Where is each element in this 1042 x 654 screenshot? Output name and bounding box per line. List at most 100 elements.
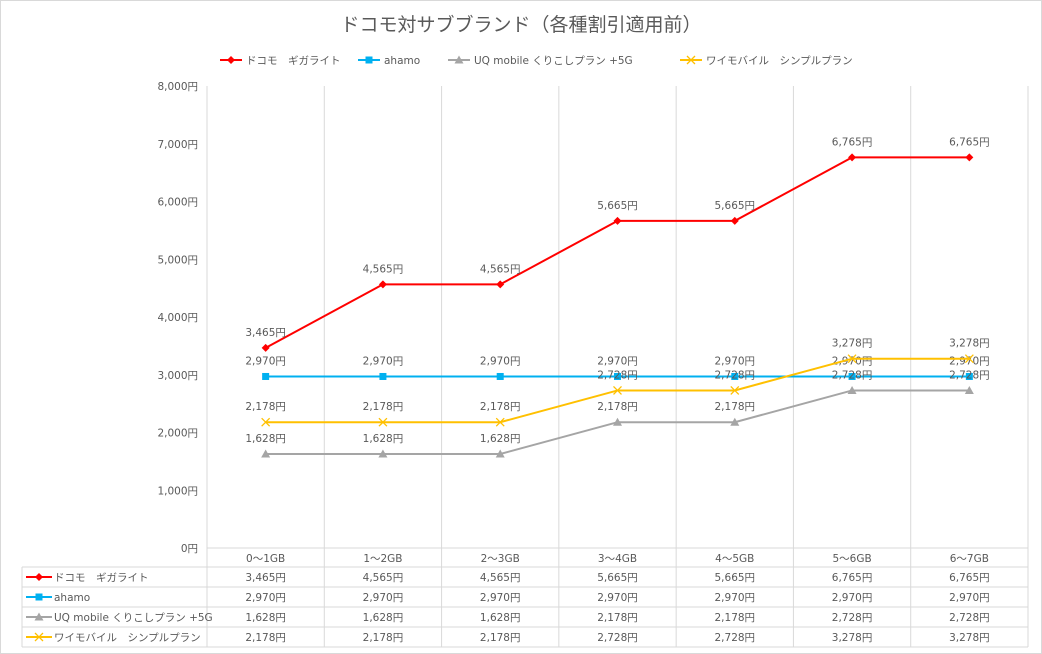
series-line <box>265 156 970 349</box>
square-marker <box>614 372 621 380</box>
x-marker <box>34 632 44 642</box>
y-tick-label: 6,000円 <box>157 197 198 209</box>
triangle-marker <box>964 385 974 394</box>
x-tick-label: 6〜7GB <box>950 553 989 565</box>
square-marker <box>848 372 856 380</box>
diamond-marker <box>965 153 974 162</box>
legend-item-3: ワイモバイル シンプルプラン <box>680 55 853 67</box>
data-label: 2,970円 <box>832 355 873 367</box>
table-row-2: UQ mobile くりこしプラン +5G 1,628円 1,628円 1,628円 2… <box>26 612 990 624</box>
diamond-marker <box>261 343 270 352</box>
data-label: 2,728円 <box>949 369 990 381</box>
table-cell: 3,278円 <box>832 632 873 644</box>
triangle-marker <box>730 417 740 426</box>
x-marker <box>964 354 974 364</box>
series-0: 3,465円 4,565円 4,565円 5,665円 5,665円 6,765円 6,76… <box>245 136 990 352</box>
x-marker <box>730 385 740 395</box>
table-cell: 6,765円 <box>949 572 990 584</box>
square-marker <box>496 372 504 380</box>
x-marker <box>847 354 857 364</box>
table-cell: 1,628円 <box>245 612 286 624</box>
data-label: 2,970円 <box>480 355 521 367</box>
y-tick-label: 4,000円 <box>157 312 198 324</box>
x-tick-label: 5〜6GB <box>832 553 871 565</box>
data-label: 4,565円 <box>480 263 521 275</box>
triangle-marker <box>378 449 388 458</box>
diamond-marker <box>613 216 622 225</box>
data-label: 3,278円 <box>949 338 990 350</box>
table-cell: 2,178円 <box>363 632 404 644</box>
data-label: 3,465円 <box>245 327 286 339</box>
data-label: 3,278円 <box>832 338 873 350</box>
square-marker <box>262 372 270 380</box>
y-tick-label: 5,000円 <box>157 254 198 266</box>
x-marker <box>261 417 271 427</box>
data-label: 2,970円 <box>597 355 638 367</box>
legend-label: UQ mobile くりこしプラン +5G <box>474 55 633 67</box>
table-cell: 1,628円 <box>363 612 404 624</box>
diamond-marker <box>730 216 739 225</box>
legend-item-0: ドコモ ギガライト <box>220 55 341 67</box>
series-3: 2,178円 2,178円 2,178円 2,728円 2,728円 3,278円 3,27… <box>245 338 990 427</box>
table-row-3: ワイモバイル シンプルプラン 2,178円 2,178円 2,178円 2,728円 2,… <box>26 632 990 644</box>
table-row-0: ドコモ ギガライト 3,465円 4,565円 4,565円 5,665円 5,665円 6… <box>26 572 990 584</box>
data-label: 1,628円 <box>480 433 521 445</box>
table-cell: 5,665円 <box>597 572 638 584</box>
y-tick-label: 3,000円 <box>157 370 198 382</box>
data-label: 2,178円 <box>480 401 521 413</box>
triangle-marker <box>261 449 271 458</box>
triangle-marker <box>847 385 857 394</box>
table-cell: 2,178円 <box>597 612 638 624</box>
x-marker <box>613 385 622 395</box>
chart-title: ドコモ対サブブランド（各種割引適用前） <box>340 13 701 36</box>
table-cell: 2,970円 <box>597 592 638 604</box>
table-cell: 3,278円 <box>949 632 990 644</box>
data-label: 5,665円 <box>715 200 756 212</box>
square-marker <box>365 56 373 64</box>
diamond-marker <box>227 56 235 64</box>
square-marker <box>35 593 43 601</box>
y-tick-label: 8,000円 <box>157 81 198 93</box>
triangle-marker <box>495 449 505 458</box>
table-cell: 2,970円 <box>949 592 990 604</box>
table-cell: 2,728円 <box>832 612 873 624</box>
square-marker <box>965 372 973 380</box>
table-cell: 2,970円 <box>715 592 756 604</box>
legend-item-2: UQ mobile くりこしプラン +5G <box>448 55 633 67</box>
x-tick-label: 1〜2GB <box>363 553 402 565</box>
y-tick-label: 0円 <box>181 543 198 555</box>
legend-label: ahamo <box>384 55 420 67</box>
x-marker <box>495 417 505 427</box>
x-tick-label: 0〜1GB <box>246 553 285 565</box>
table-cell: 4,565円 <box>363 572 404 584</box>
data-label: 2,178円 <box>715 401 756 413</box>
diamond-marker <box>848 153 857 162</box>
square-marker <box>379 372 387 380</box>
square-marker <box>731 372 739 380</box>
table-cell: 2,728円 <box>715 632 756 644</box>
data-label: 6,765円 <box>832 136 873 148</box>
data-label: 2,728円 <box>597 369 638 381</box>
table-cell: 2,970円 <box>480 592 521 604</box>
table-cell: 3,465円 <box>245 572 286 584</box>
table-cell: 5,665円 <box>715 572 756 584</box>
triangle-marker <box>454 55 464 64</box>
table-cell: 2,970円 <box>245 592 286 604</box>
table-series-name: ドコモ ギガライト <box>54 572 149 584</box>
legend-label: ワイモバイル シンプルプラン <box>706 55 853 67</box>
x-tick-label: 2〜3GB <box>481 553 520 565</box>
triangle-marker <box>613 417 622 426</box>
table-series-name: ahamo <box>54 592 90 604</box>
table-cell: 4,565円 <box>480 572 521 584</box>
data-label: 1,628円 <box>363 433 404 445</box>
data-label: 6,765円 <box>949 136 990 148</box>
x-tick-label: 3〜4GB <box>598 553 637 565</box>
data-label: 5,665円 <box>597 200 638 212</box>
table-cell: 2,178円 <box>480 632 521 644</box>
table-cell: 2,970円 <box>363 592 404 604</box>
table-cell: 2,178円 <box>245 632 286 644</box>
table-cell: 2,728円 <box>597 632 638 644</box>
x-marker <box>378 417 388 427</box>
series-1: 2,970円 2,970円 2,970円 2,970円 2,970円 2,970円 2,97… <box>245 355 990 380</box>
